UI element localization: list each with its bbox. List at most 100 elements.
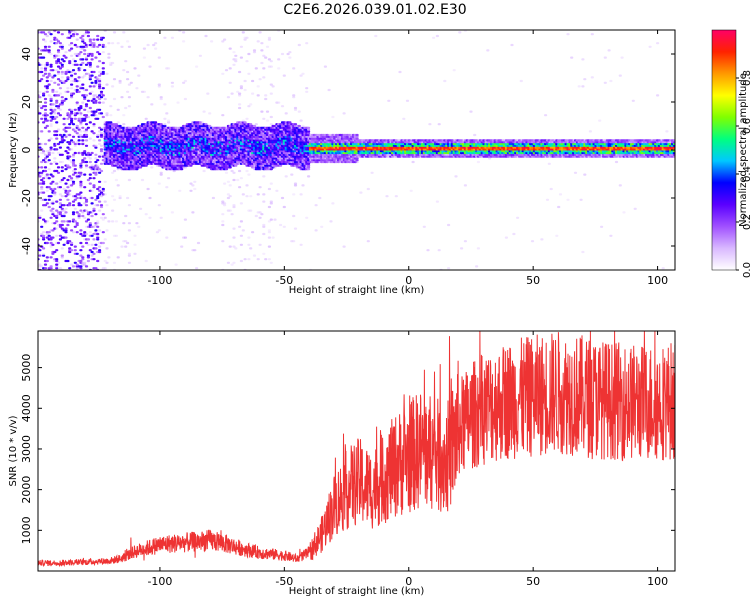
heatmap-cell — [157, 85, 161, 88]
heatmap-cell — [265, 119, 270, 122]
heatmap-cell — [144, 164, 148, 167]
heatmap-cell — [234, 247, 238, 250]
heatmap-cell — [86, 54, 90, 57]
heatmap-cell — [70, 108, 74, 111]
heatmap-cell — [99, 133, 104, 137]
heatmap-cell — [105, 247, 109, 250]
heatmap-cell — [258, 186, 262, 189]
heatmap-cell — [71, 182, 76, 185]
heatmap-cell — [288, 121, 292, 124]
heatmap-cell — [94, 223, 98, 227]
heatmap-cell — [79, 173, 83, 176]
heatmap-cell — [148, 216, 152, 219]
heatmap-cell — [280, 52, 285, 56]
heatmap-cell — [56, 60, 61, 63]
heatmap-cell — [53, 160, 57, 164]
heatmap-cell — [43, 169, 48, 173]
heatmap-cell — [282, 225, 286, 228]
heatmap-cell — [71, 159, 76, 162]
heatmap-cell — [232, 236, 236, 239]
heatmap-cell — [84, 164, 89, 167]
heatmap-cell — [146, 43, 150, 47]
heatmap-cell — [355, 157, 359, 160]
heatmap-cell — [99, 216, 104, 219]
heatmap-cell — [84, 94, 89, 97]
heatmap-cell — [167, 121, 171, 124]
heatmap-cell — [68, 159, 72, 162]
heatmap-cell — [71, 92, 76, 95]
heatmap-cell — [307, 128, 311, 131]
heatmap-cell — [307, 175, 311, 178]
heatmap-cell — [314, 204, 318, 207]
heatmap-cell — [139, 207, 143, 210]
heatmap-cell — [98, 60, 102, 63]
heatmap-cell — [98, 70, 102, 74]
heatmap-cell — [98, 250, 102, 254]
heatmap-cell — [66, 164, 70, 167]
heatmap-cell — [88, 137, 92, 140]
heatmap-cell — [40, 78, 44, 81]
heatmap-cell — [228, 195, 232, 198]
heatmap-cell — [45, 259, 49, 263]
heatmap-cell — [98, 81, 102, 84]
heatmap-cell — [45, 76, 49, 79]
heatmap-cell — [77, 119, 81, 122]
heatmap-cell — [79, 184, 83, 187]
heatmap-cell — [258, 216, 262, 219]
heatmap-cell — [84, 139, 89, 142]
heatmap-cell — [101, 70, 105, 74]
heatmap-cell — [66, 223, 70, 227]
heatmap-cell — [62, 128, 66, 131]
heatmap-cell — [111, 85, 115, 88]
heatmap-cell — [71, 34, 76, 38]
heatmap-cell — [84, 144, 89, 147]
heatmap-cell — [267, 38, 271, 41]
heatmap-cell — [94, 173, 98, 176]
heatmap-cell — [239, 220, 243, 223]
heatmap-cell — [288, 51, 292, 54]
heatmap-cell — [293, 182, 298, 185]
heatmap-cell — [228, 184, 232, 187]
heatmap-cell — [105, 83, 109, 86]
heatmap-cell — [58, 61, 62, 65]
heatmap-cell — [159, 96, 163, 99]
heatmap-cell — [122, 222, 126, 225]
heatmap-cell — [66, 90, 70, 93]
heatmap-cell — [53, 108, 57, 111]
heatmap-cell — [83, 173, 87, 176]
heatmap-cell — [51, 211, 55, 214]
heatmap-cell — [75, 88, 79, 92]
heatmap-cell — [75, 63, 79, 66]
heatmap-cell — [40, 186, 44, 189]
heatmap-cell — [45, 119, 49, 122]
heatmap-cell — [170, 81, 174, 84]
heatmap-cell — [96, 76, 100, 79]
heatmap-cell — [94, 198, 98, 201]
heatmap-cell — [55, 258, 59, 261]
heatmap-cell — [42, 56, 46, 59]
heatmap-cell — [88, 157, 92, 160]
heatmap-cell — [101, 218, 105, 221]
heatmap-cell — [60, 207, 64, 210]
heatmap-cell — [178, 189, 182, 192]
heatmap-cell — [43, 267, 48, 270]
heatmap-cell — [342, 245, 346, 248]
heatmap-cell — [92, 184, 96, 187]
heatmap-cell — [49, 148, 53, 151]
heatmap-cell — [111, 209, 115, 212]
heatmap-cell — [66, 87, 70, 90]
heatmap-cell — [47, 130, 51, 133]
heatmap-cell — [101, 87, 105, 90]
heatmap-cell — [79, 249, 83, 252]
heatmap-cell — [112, 169, 117, 173]
heatmap-cell — [56, 51, 61, 54]
heatmap-cell — [60, 160, 64, 164]
heatmap-cell — [202, 169, 206, 173]
heatmap-cell — [70, 87, 74, 90]
heatmap-cell — [189, 189, 193, 192]
heatmap-cell — [68, 126, 72, 129]
heatmap-cell — [83, 117, 87, 120]
heatmap-cell — [60, 58, 64, 61]
heatmap-cell — [94, 171, 98, 174]
